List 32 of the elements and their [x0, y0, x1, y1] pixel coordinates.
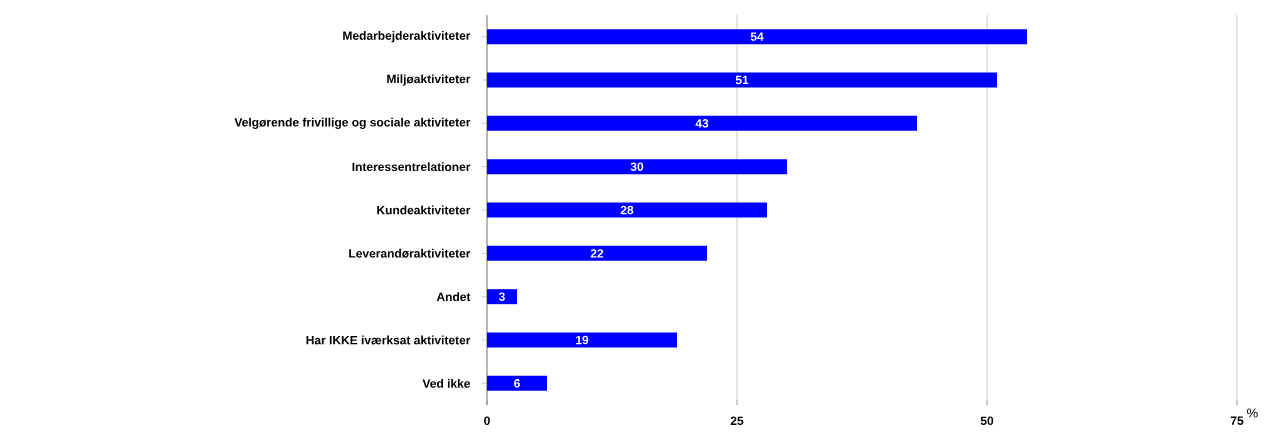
y-tick-label: Ved ikke — [422, 378, 471, 388]
data-label: 51 — [735, 75, 749, 85]
x-tick-label: 25 — [730, 416, 744, 426]
y-tick-label: Interessentrelationer — [352, 162, 471, 172]
data-label: 22 — [590, 249, 604, 258]
bar — [487, 115, 918, 131]
y-tick-label: Miljøaktiviteter — [387, 74, 471, 86]
data-label: 6 — [514, 379, 520, 388]
x-tick-label: 0 — [484, 416, 490, 426]
data-label: 19 — [576, 335, 589, 345]
x-tick-label: 75 — [1230, 416, 1244, 425]
data-label: 3 — [498, 292, 505, 301]
data-label: 30 — [630, 162, 644, 171]
bar — [487, 245, 707, 261]
data-label: 28 — [620, 205, 634, 215]
data-label: 54 — [750, 32, 764, 41]
bar — [487, 289, 518, 305]
x-tick-label: 50 — [980, 416, 994, 426]
y-tick-label: Kundeaktiviteter — [377, 205, 471, 215]
bar — [487, 332, 678, 348]
y-tick-label: Leverandøraktiviteter — [349, 248, 471, 258]
bar — [487, 72, 998, 88]
bar — [487, 375, 547, 391]
bar — [487, 159, 788, 175]
data-label: 43 — [695, 119, 709, 128]
y-tick-label: Har IKKE iværksat aktiviteter — [306, 335, 471, 345]
x-axis-title: % — [1247, 408, 1258, 418]
bar — [487, 29, 1028, 45]
bar — [487, 202, 768, 218]
y-tick-label: Andet — [436, 292, 471, 302]
y-tick-label: Medarbejderaktiviteter — [343, 31, 471, 43]
y-tick-label: Velgørende frivillige og sociale aktiviteter — [234, 117, 471, 129]
